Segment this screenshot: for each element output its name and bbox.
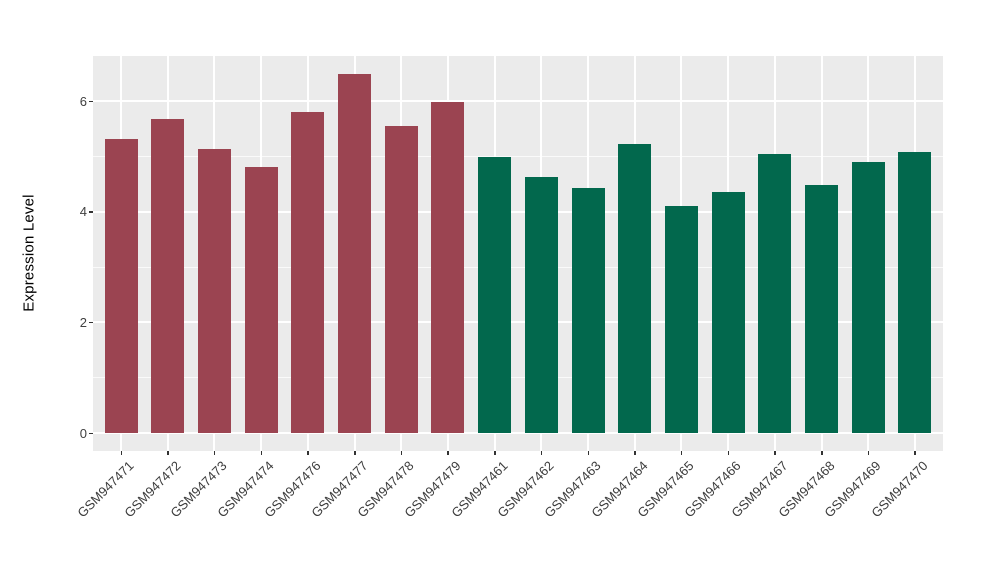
x-tick-mark — [821, 451, 823, 455]
y-tick-label: 6 — [79, 93, 87, 109]
x-tick-mark — [914, 451, 916, 455]
bar-GSM947467 — [758, 154, 792, 433]
bar-GSM947472 — [151, 119, 185, 433]
bar-GSM947476 — [291, 111, 325, 433]
y-tick-mark — [89, 211, 93, 213]
bar-GSM947478 — [384, 125, 418, 433]
y-axis-title: Expression Level — [20, 194, 38, 312]
x-tick-mark — [167, 451, 169, 455]
y-tick-mark — [89, 100, 93, 103]
bar-GSM947468 — [805, 185, 839, 433]
bar-GSM947474 — [244, 166, 278, 433]
x-tick-mark — [540, 451, 543, 455]
bar-GSM947465 — [664, 206, 698, 433]
x-tick-mark — [120, 451, 123, 455]
x-tick-mark — [587, 451, 590, 455]
bar-GSM947479 — [431, 102, 465, 433]
bar-GSM947469 — [851, 162, 885, 433]
x-tick-mark — [400, 451, 403, 455]
gridline-minor — [93, 266, 943, 268]
gridline-major — [93, 100, 943, 103]
x-tick-mark — [680, 451, 683, 455]
bar-GSM947462 — [524, 176, 558, 433]
gridline-major — [93, 210, 943, 213]
gridline-minor — [93, 155, 943, 157]
bar-GSM947464 — [618, 143, 652, 433]
gridline-major — [93, 432, 943, 434]
gridline-major — [93, 321, 943, 324]
x-tick-mark — [867, 451, 870, 455]
gridline-minor — [93, 377, 943, 379]
y-tick-mark — [89, 321, 93, 324]
x-tick-mark — [354, 451, 356, 455]
bar-GSM947471 — [104, 139, 138, 433]
bar-GSM947466 — [711, 191, 745, 433]
x-tick-mark — [774, 451, 776, 455]
bar-GSM947461 — [478, 157, 512, 433]
x-tick-mark — [213, 451, 216, 455]
x-tick-mark — [727, 451, 730, 455]
x-tick-mark — [634, 451, 636, 455]
y-tick-label: 2 — [79, 314, 87, 330]
bar-GSM947470 — [898, 152, 932, 433]
x-tick-mark — [494, 451, 496, 455]
plot-panel — [93, 56, 943, 451]
bar-GSM947463 — [571, 188, 605, 433]
x-tick-mark — [260, 451, 263, 455]
bar-GSM947473 — [197, 148, 231, 433]
y-tick-label: 0 — [79, 425, 87, 441]
x-tick-mark — [307, 451, 309, 455]
bar-GSM947477 — [338, 74, 372, 433]
x-tick-mark — [447, 451, 449, 455]
y-tick-mark — [89, 432, 93, 434]
y-tick-label: 4 — [79, 204, 87, 220]
